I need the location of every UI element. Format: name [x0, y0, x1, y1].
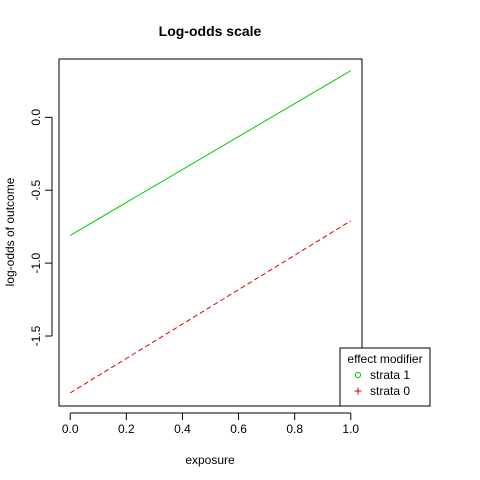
x-axis-label: exposure [185, 453, 235, 467]
y-axis: -1.5 -1.0 -0.5 0.0 [29, 109, 53, 346]
y-axis-label: log-odds of outcome [3, 177, 17, 286]
x-tick-label: 0.2 [118, 422, 135, 436]
legend-title: effect modifier [347, 352, 422, 366]
legend-marker-strata-0 [354, 387, 362, 395]
chart-title: Log-odds scale [159, 23, 262, 39]
series-layer [69, 70, 352, 394]
y-tick-label: -1.0 [29, 252, 43, 273]
x-tick-label: 0.0 [62, 422, 79, 436]
x-tick-label: 1.0 [342, 422, 359, 436]
x-tick-label: 0.6 [230, 422, 247, 436]
y-tick-label: -1.5 [29, 325, 43, 346]
y-tick-label: 0.0 [29, 109, 43, 126]
x-tick-label: 0.4 [174, 422, 191, 436]
legend: effect modifier strata 1 strata 0 [339, 347, 431, 407]
legend-label-strata-1: strata 1 [370, 368, 410, 382]
x-axis: 0.0 0.2 0.4 0.6 0.8 1.0 [62, 412, 359, 436]
series-line-strata-1 [69, 70, 352, 236]
legend-marker-strata-1 [354, 371, 362, 379]
x-tick-label: 0.8 [286, 422, 303, 436]
legend-label-strata-0: strata 0 [370, 384, 410, 398]
legend-box [339, 347, 431, 407]
series-line-strata-0 [69, 220, 352, 394]
y-tick-label: -0.5 [29, 180, 43, 201]
plot-frame [58, 58, 363, 407]
